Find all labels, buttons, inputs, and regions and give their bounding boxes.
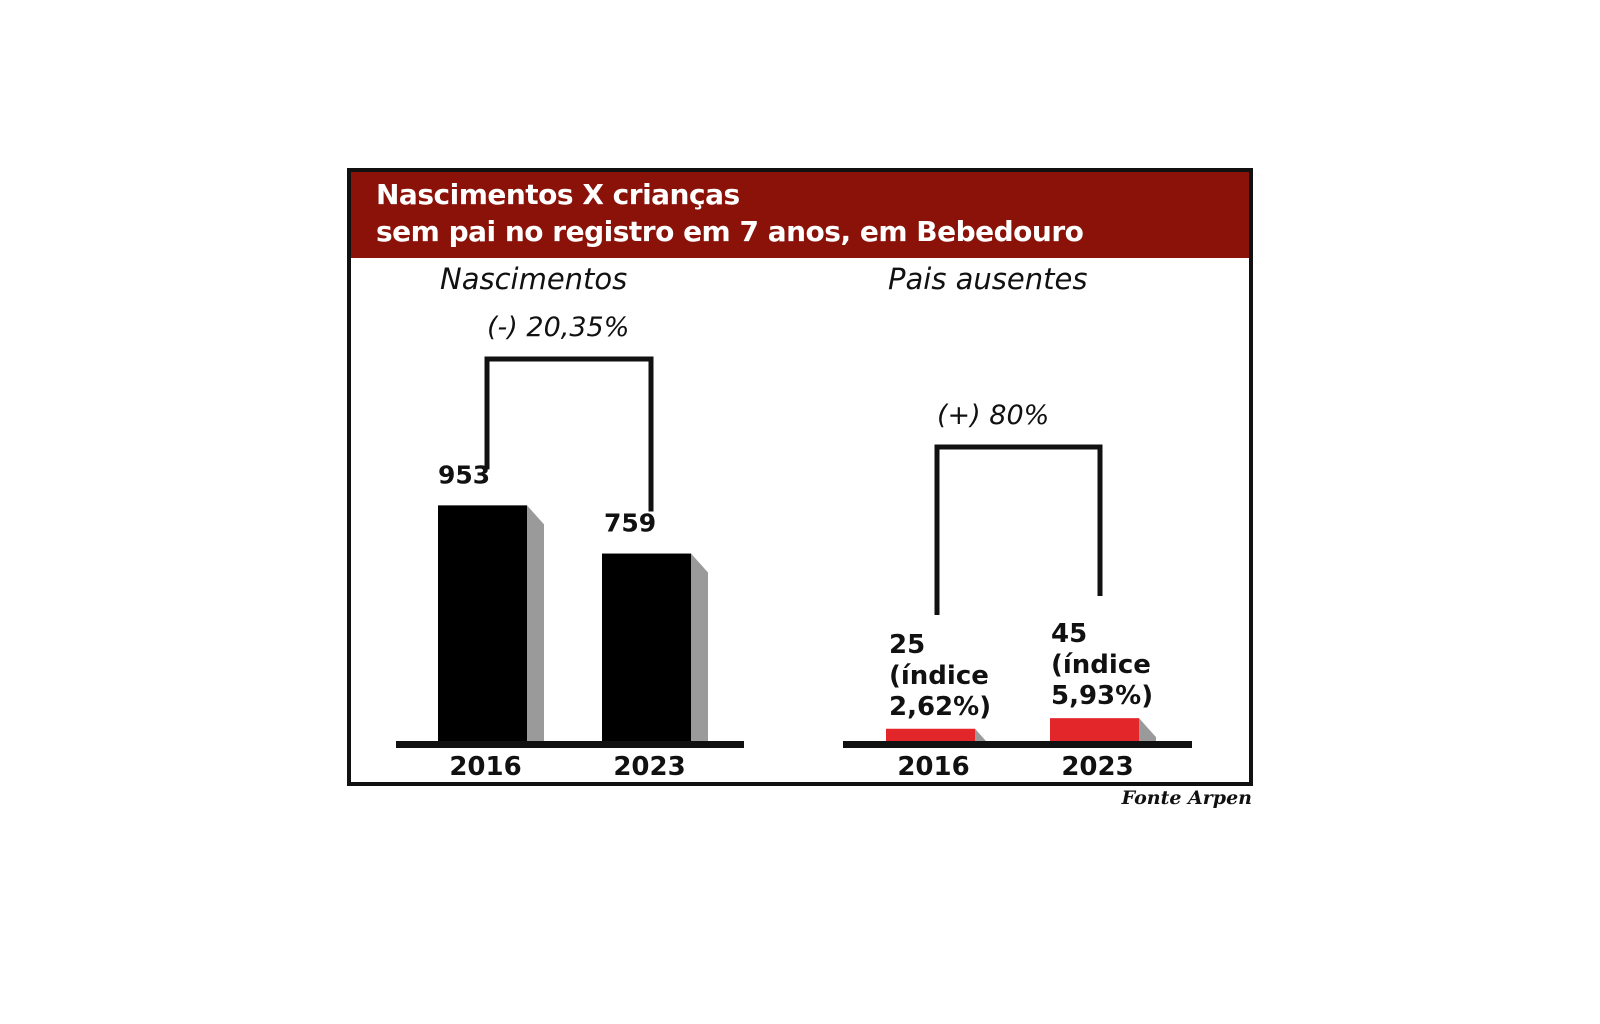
chart-1-bar-2023-side: [691, 553, 708, 742]
chart-1-category-label-2023: 2023: [613, 752, 685, 782]
chart-title-line-2: sem pai no registro em 7 anos, em Bebedo…: [376, 215, 1084, 248]
chart-header: Nascimentos X crianças sem pai no regist…: [351, 172, 1249, 258]
chart-1-bar-2023: [602, 553, 691, 742]
chart-1-bar-2016-side: [527, 505, 544, 742]
chart-1-x-axis: [396, 741, 744, 748]
chart-2-value-label-2023-line-3: 5,93%): [1051, 681, 1153, 711]
chart-1-value-label-2023: 759: [604, 509, 656, 538]
chart-2-bar-2023-side: [1139, 718, 1156, 742]
chart-1-category-label-2016: 2016: [449, 752, 521, 782]
chart-2-title: Pais ausentes: [888, 262, 1087, 296]
chart-2-value-label-2016-line-1: 25: [889, 630, 925, 660]
chart-2-category-label-2016: 2016: [897, 752, 969, 782]
chart-2-value-label-2023-line-1: 45: [1051, 619, 1087, 649]
chart-2-value-label-2016-line-3: 2,62%): [889, 692, 991, 722]
chart-2-change-bracket: [934, 444, 1103, 615]
chart-2-change-label: (+) 80%: [937, 400, 1049, 431]
source-note: Fonte Arpen: [1121, 787, 1252, 809]
chart-2-value-label-2016-line-2: (índice: [889, 661, 989, 691]
chart-2-category-label-2023: 2023: [1061, 752, 1133, 782]
chart-title-line-1: Nascimentos X crianças: [376, 178, 740, 211]
chart-2-value-label-2023-line-2: (índice: [1051, 650, 1151, 680]
chart-1-value-label-2016: 953: [438, 460, 490, 489]
chart-2-x-axis: [843, 741, 1192, 748]
chart-1-change-label: (-) 20,35%: [487, 312, 629, 343]
chart-1-change-bracket: [484, 356, 654, 512]
chart-2-bar-2016: [886, 728, 975, 742]
chart-1-bar-2016: [438, 505, 527, 742]
chart-1-title: Nascimentos: [440, 262, 627, 296]
chart-2-bar-2023: [1050, 718, 1139, 742]
